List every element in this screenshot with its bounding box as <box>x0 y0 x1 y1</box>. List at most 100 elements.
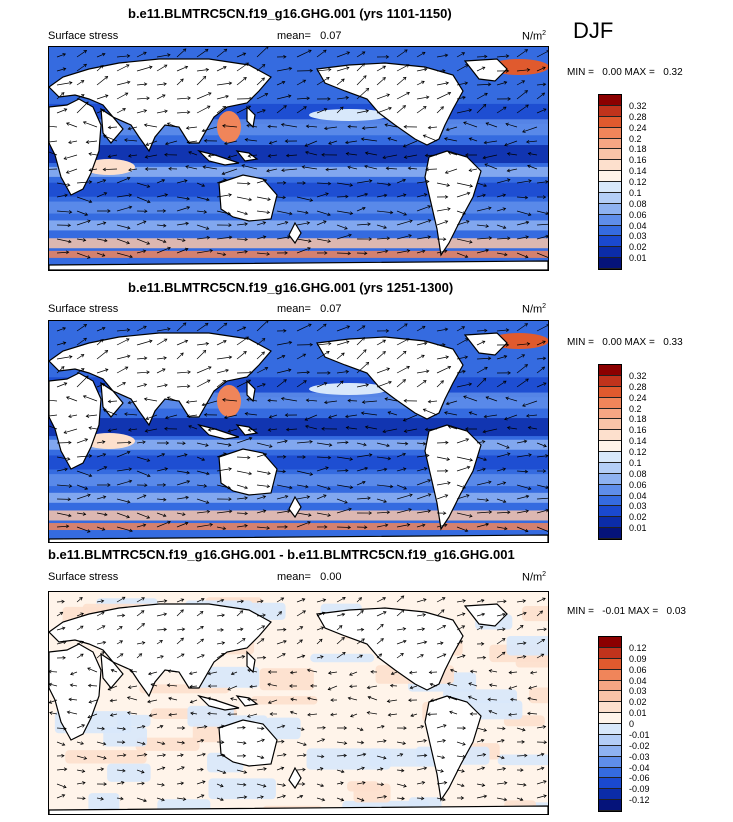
stress-vector <box>108 126 118 128</box>
stress-vector-head <box>63 726 67 731</box>
stress-vector-head <box>380 638 384 642</box>
stress-vector-head <box>142 741 146 746</box>
field-patch <box>250 696 318 705</box>
stress-vector <box>296 222 310 226</box>
stress-vector-head <box>88 152 92 156</box>
stress-vector-head <box>484 163 488 167</box>
stress-vector <box>136 52 147 58</box>
stress-vector <box>110 713 118 716</box>
stress-vector <box>448 152 458 156</box>
colorbar-swatch <box>599 149 621 161</box>
stress-vector-head <box>327 97 331 101</box>
stress-vector-head <box>483 728 488 732</box>
stress-vector <box>516 510 529 514</box>
stress-vector <box>256 93 268 100</box>
stress-vector-head <box>282 783 286 787</box>
stress-vector-head <box>462 95 466 100</box>
stress-vector <box>268 699 278 704</box>
stress-vector-head <box>519 797 524 802</box>
field-patch <box>369 748 440 767</box>
stress-vector-head <box>527 711 531 716</box>
stress-vector-head <box>466 494 470 498</box>
stress-vector-head <box>427 235 432 239</box>
stress-vector <box>129 670 138 673</box>
stress-vector-head <box>523 439 528 444</box>
stress-vector <box>116 382 126 388</box>
stress-vector-head <box>287 94 292 98</box>
stress-vector-head <box>107 687 112 691</box>
stress-vector-head <box>203 138 208 143</box>
stress-vector-head <box>362 480 366 485</box>
stress-vector-head <box>361 325 366 329</box>
stress-vector <box>496 329 509 332</box>
stress-vector <box>350 713 358 717</box>
stress-vector-head <box>184 65 189 70</box>
stress-vector <box>196 105 211 114</box>
stress-vector <box>396 210 407 216</box>
stress-vector <box>536 340 546 346</box>
stress-vector <box>76 484 88 490</box>
colorbar-level-label: -0.12 <box>629 795 650 806</box>
stress-vector-head <box>205 341 210 346</box>
stress-vector <box>56 182 70 186</box>
stress-vector-head <box>126 514 130 519</box>
stress-vector-head <box>163 612 168 617</box>
stress-vector-head <box>545 508 548 513</box>
stress-vector <box>70 684 78 687</box>
stress-vector-head <box>264 93 269 97</box>
stress-vector-head <box>364 525 368 530</box>
stress-vector-head <box>422 441 427 446</box>
stress-vector <box>476 511 492 514</box>
stress-vector-head <box>100 767 105 772</box>
stress-vector <box>528 427 538 430</box>
stress-vector-head <box>201 457 206 461</box>
stress-vector-head <box>261 338 266 342</box>
stress-vector <box>56 194 68 198</box>
stress-vector-head <box>468 137 473 141</box>
stress-vector <box>96 466 107 472</box>
stress-vector <box>428 400 438 403</box>
stress-vector-head <box>321 611 326 616</box>
stress-vector-head <box>361 126 366 130</box>
stress-vector-head <box>85 375 89 379</box>
stress-vector-head <box>523 611 527 616</box>
stress-vector-head <box>421 325 426 330</box>
stress-vector-head <box>243 77 247 81</box>
stress-vector <box>507 427 518 430</box>
stress-vector <box>196 794 205 799</box>
stress-vector-head <box>126 54 131 58</box>
stress-vector <box>156 54 171 58</box>
stress-vector <box>496 526 508 530</box>
coastline <box>463 58 508 82</box>
stress-vector-head <box>348 507 352 512</box>
stress-vector <box>396 653 404 659</box>
stress-vector-head <box>482 155 487 160</box>
stress-vector <box>236 251 248 254</box>
stress-vector-head <box>164 109 168 114</box>
stress-vector-head <box>383 611 387 615</box>
stress-vector <box>456 494 470 500</box>
stress-vector <box>108 428 118 432</box>
stress-vector-head <box>64 467 68 472</box>
stress-vector <box>516 783 527 786</box>
colorbar-level-label: 0.02 <box>629 512 647 523</box>
stress-vector-head <box>146 515 151 519</box>
stress-vector <box>476 727 487 731</box>
stress-vector <box>76 494 91 500</box>
stress-vector-head <box>221 724 225 729</box>
stress-vector-head <box>423 598 427 602</box>
stress-vector-head <box>386 236 391 241</box>
stress-vector <box>336 470 349 472</box>
stress-vector-head <box>60 366 65 370</box>
stress-vector-head <box>302 610 306 614</box>
stress-vector <box>496 224 506 229</box>
stress-vector-head <box>126 499 131 504</box>
stress-vector-head <box>288 340 293 345</box>
stress-vector-head <box>162 368 166 372</box>
stress-vector-head <box>484 328 488 333</box>
stress-vector-head <box>187 96 191 100</box>
stress-vector <box>436 609 445 617</box>
field-patch <box>497 754 548 766</box>
stress-vector-head <box>382 429 386 434</box>
stress-vector <box>136 238 150 245</box>
